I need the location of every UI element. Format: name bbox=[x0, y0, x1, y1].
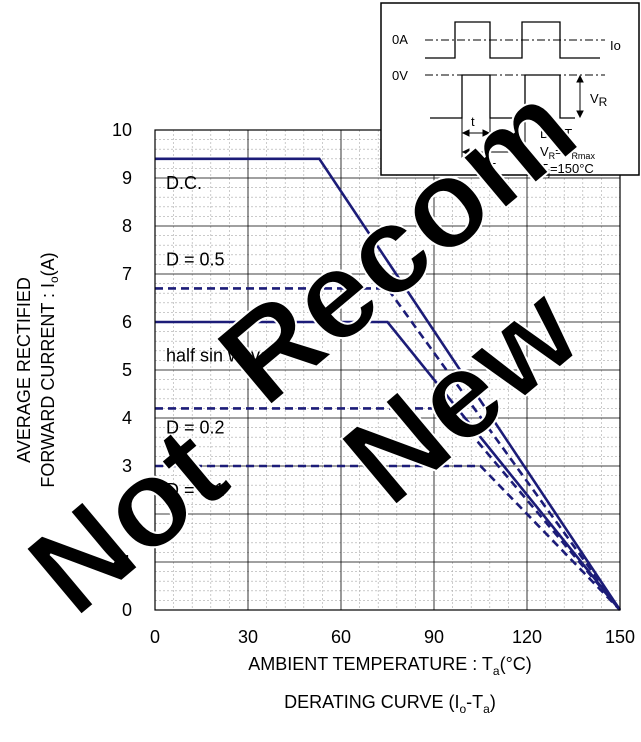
y-tick-label: 8 bbox=[122, 216, 132, 236]
inset-label: Io bbox=[610, 38, 621, 53]
series-line bbox=[155, 407, 621, 611]
x-axis-label: AMBIENT TEMPERATURE : Ta(°C) bbox=[248, 654, 532, 678]
y-tick-label: 10 bbox=[112, 120, 132, 140]
period-arrow bbox=[461, 148, 526, 156]
series-line bbox=[155, 287, 622, 611]
inset-box bbox=[380, 2, 640, 176]
inset-label: Tj=150°C bbox=[540, 161, 594, 178]
vr-arrow bbox=[576, 74, 584, 119]
x-tick-label: 30 bbox=[238, 627, 258, 647]
y-tick-label: 9 bbox=[122, 168, 132, 188]
series-label: half sin wave bbox=[166, 346, 270, 366]
y-tick-label: 1 bbox=[122, 552, 132, 572]
series-line bbox=[155, 157, 622, 611]
t-arrow bbox=[461, 129, 491, 137]
inset-label: VR=VRmax bbox=[540, 144, 595, 161]
y-tick-label: 6 bbox=[122, 312, 132, 332]
grid bbox=[154, 129, 621, 611]
inset-label: 0V bbox=[392, 68, 408, 83]
series-label: D = 0.1 bbox=[166, 480, 225, 500]
inset-label: VR bbox=[590, 91, 608, 109]
series-line bbox=[155, 464, 621, 611]
lines bbox=[155, 157, 622, 611]
inset-label: D=t/T bbox=[540, 126, 572, 141]
caption: DERATING CURVE (Io-Ta) bbox=[284, 692, 496, 716]
y-tick-label: 4 bbox=[122, 408, 132, 428]
inset: 0A 0V Io VR t T D=t/T VR=VRmax Tj=150°C bbox=[380, 2, 640, 178]
y-axis-label: FORWARD CURRENT : Io(A) bbox=[38, 252, 61, 487]
inset-label: t bbox=[471, 114, 475, 129]
voltage-wave bbox=[430, 74, 575, 119]
current-wave bbox=[425, 21, 600, 59]
x-tick-label: 150 bbox=[605, 627, 635, 647]
x-tick-label: 60 bbox=[331, 627, 351, 647]
x-tick-label: 0 bbox=[150, 627, 160, 647]
series-label: D.C. bbox=[166, 173, 202, 193]
inset-label: T bbox=[488, 160, 496, 175]
y-axis-label: AVERAGE RECTIFIED bbox=[14, 277, 34, 463]
y-tick-label: 7 bbox=[122, 264, 132, 284]
y-tick-label: 5 bbox=[122, 360, 132, 380]
x-tick-label: 90 bbox=[424, 627, 444, 647]
series-label: D = 0.2 bbox=[166, 418, 225, 438]
y-tick-label: 2 bbox=[122, 504, 132, 524]
series-label: D = 0.5 bbox=[166, 250, 225, 270]
series-line bbox=[155, 320, 622, 611]
inset-label: 0A bbox=[392, 32, 408, 47]
x-tick-label: 120 bbox=[512, 627, 542, 647]
y-tick-label: 3 bbox=[122, 456, 132, 476]
y-tick-label: 0 bbox=[122, 600, 132, 620]
